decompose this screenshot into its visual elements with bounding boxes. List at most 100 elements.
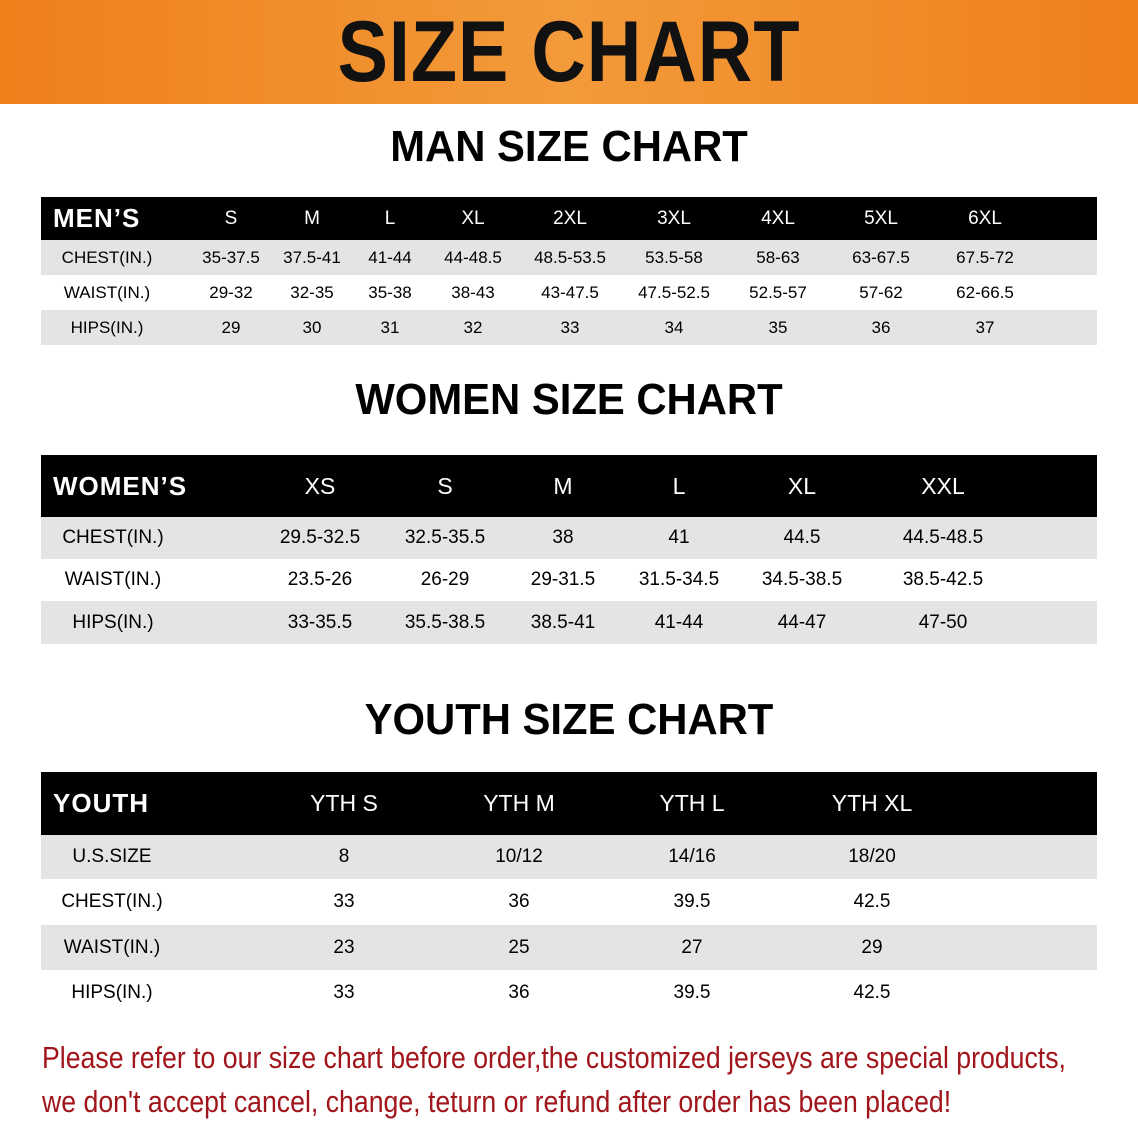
size-header-cell: 6XL <box>968 207 1002 229</box>
value-cell: 30 <box>302 317 322 337</box>
table-row: HIPS(IN.) 29 30 31 32 33 34 35 36 37 <box>41 310 1097 345</box>
value-cell: 47-50 <box>918 611 968 633</box>
men-section-title: MAN SIZE CHART <box>390 122 748 171</box>
measure-label-cell: U.S.SIZE <box>72 846 152 867</box>
value-cell: 33-35.5 <box>287 611 353 633</box>
table-title-cell: YOUTH <box>53 788 149 818</box>
women-size-table: WOMEN’S XS S M L XL XXL CHEST(IN.) 29.5-32.5 32.5… <box>41 455 1097 644</box>
value-cell: 58-63 <box>756 247 800 267</box>
value-cell: 53.5-58 <box>645 247 703 267</box>
value-cell: 41-44 <box>654 611 704 633</box>
table-row: U.S.SIZE 8 10/12 14/16 18/20 <box>41 835 1097 879</box>
size-header-cell: 3XL <box>657 207 691 229</box>
value-cell: 34.5-38.5 <box>761 569 843 590</box>
value-cell: 29 <box>861 936 883 958</box>
value-cell: 42.5 <box>853 981 891 1003</box>
value-cell: 41-44 <box>368 247 412 267</box>
value-cell: 38 <box>552 527 574 548</box>
table-row: WAIST(IN.) 23 25 27 29 <box>41 925 1097 970</box>
value-cell: 36 <box>508 891 530 912</box>
value-cell: 35-38 <box>368 282 412 302</box>
value-cell: 39.5 <box>673 891 711 912</box>
size-header-cell: XXL <box>921 472 965 499</box>
value-cell: 63-67.5 <box>852 247 910 267</box>
measure-label-cell: CHEST(IN.) <box>62 527 164 548</box>
size-header-cell: S <box>224 207 238 229</box>
notice-line-1: Please refer to our size chart before or… <box>42 1040 1066 1075</box>
value-cell: 36 <box>871 317 891 337</box>
value-cell: 42.5 <box>853 891 891 912</box>
value-cell: 35-37.5 <box>202 247 260 267</box>
value-cell: 29-32 <box>209 282 253 302</box>
table-row: HIPS(IN.) 33 36 39.5 42.5 <box>41 970 1097 1015</box>
table-row: CHEST(IN.) 33 36 39.5 42.5 <box>41 879 1097 925</box>
value-cell: 36 <box>508 981 530 1003</box>
size-header-cell: YTH S <box>310 790 378 816</box>
size-header-cell: 2XL <box>553 207 587 229</box>
value-cell: 48.5-53.5 <box>534 247 606 267</box>
value-cell: 25 <box>508 936 530 958</box>
value-cell: 62-66.5 <box>956 282 1014 302</box>
men-size-table: MEN’S S M L XL 2XL 3XL 4XL 5XL 6XL CHEST(IN.) 35-37… <box>41 197 1097 345</box>
value-cell: 29-31.5 <box>530 569 596 590</box>
measure-label-cell: HIPS(IN.) <box>70 317 144 337</box>
size-header-cell: L <box>384 207 396 229</box>
value-cell: 57-62 <box>859 282 903 302</box>
value-cell: 32 <box>463 317 483 337</box>
value-cell: 33 <box>333 891 355 912</box>
value-cell: 35.5-38.5 <box>404 611 486 633</box>
size-header-cell: XL <box>787 472 817 499</box>
size-header-cell: S <box>437 472 453 499</box>
size-header-cell: M <box>553 472 573 499</box>
value-cell: 39.5 <box>673 981 711 1003</box>
value-cell: 38-43 <box>451 282 495 302</box>
value-cell: 37.5-41 <box>283 247 341 267</box>
youth-section-title: YOUTH SIZE CHART <box>364 695 774 744</box>
value-cell: 18/20 <box>848 846 896 867</box>
value-cell: 41 <box>668 527 690 548</box>
value-cell: 10/12 <box>495 846 543 867</box>
value-cell: 32.5-35.5 <box>404 527 486 548</box>
size-header-cell: 5XL <box>864 207 898 229</box>
value-cell: 43-47.5 <box>541 282 599 302</box>
size-header-cell: M <box>304 207 320 229</box>
value-cell: 26-29 <box>420 569 470 590</box>
value-cell: 23.5-26 <box>287 569 353 590</box>
youth-size-table: YOUTH YTH S YTH M YTH L YTH XL U.S.SIZE 8 10/12… <box>41 772 1097 1015</box>
measure-label-cell: HIPS(IN.) <box>71 981 153 1003</box>
value-cell: 38.5-41 <box>530 611 596 633</box>
size-header-cell: YTH XL <box>831 790 913 816</box>
table-row: CHEST(IN.) 35-37.5 37.5-41 41-44 44-48.5 48.5… <box>41 240 1097 275</box>
table-row: HIPS(IN.) 33-35.5 35.5-38.5 38.5-41 41-44 44-… <box>41 601 1097 644</box>
table-title-cell: WOMEN’S <box>53 470 188 501</box>
table-row: WAIST(IN.) 29-32 32-35 35-38 38-43 43-47.5 47.… <box>41 275 1097 310</box>
table-row: WAIST(IN.) 23.5-26 26-29 29-31.5 31.5-34.5 34… <box>41 559 1097 601</box>
notice-line-2: we don't accept cancel, change, teturn o… <box>42 1084 952 1119</box>
measure-label-cell: CHEST(IN.) <box>61 247 153 267</box>
value-cell: 67.5-72 <box>956 247 1014 267</box>
value-cell: 33 <box>560 317 580 337</box>
size-header-cell: XS <box>304 472 336 499</box>
value-cell: 29 <box>221 317 241 337</box>
value-cell: 23 <box>333 936 355 958</box>
value-cell: 44.5-48.5 <box>902 527 984 548</box>
size-header-cell: 4XL <box>761 207 795 229</box>
table-row: CHEST(IN.) 29.5-32.5 32.5-35.5 38 41 44.5 44.5… <box>41 517 1097 559</box>
value-cell: 37 <box>975 317 995 337</box>
measure-label-cell: WAIST(IN.) <box>63 282 151 302</box>
value-cell: 29.5-32.5 <box>279 527 361 548</box>
value-cell: 47.5-52.5 <box>638 282 710 302</box>
women-header-row: WOMEN’S XS S M L XL XXL <box>41 455 1097 517</box>
table-title-cell: MEN’S <box>53 203 141 233</box>
value-cell: 38.5-42.5 <box>902 569 984 590</box>
value-cell: 34 <box>664 317 684 337</box>
value-cell: 8 <box>338 846 350 867</box>
value-cell: 27 <box>681 936 703 958</box>
value-cell: 33 <box>333 981 355 1003</box>
men-header-row: MEN’S S M L XL 2XL 3XL 4XL 5XL 6XL <box>41 197 1097 240</box>
size-header-cell: YTH L <box>659 790 725 816</box>
value-cell: 31 <box>380 317 400 337</box>
measure-label-cell: HIPS(IN.) <box>72 611 154 633</box>
value-cell: 52.5-57 <box>749 282 807 302</box>
value-cell: 14/16 <box>668 846 716 867</box>
